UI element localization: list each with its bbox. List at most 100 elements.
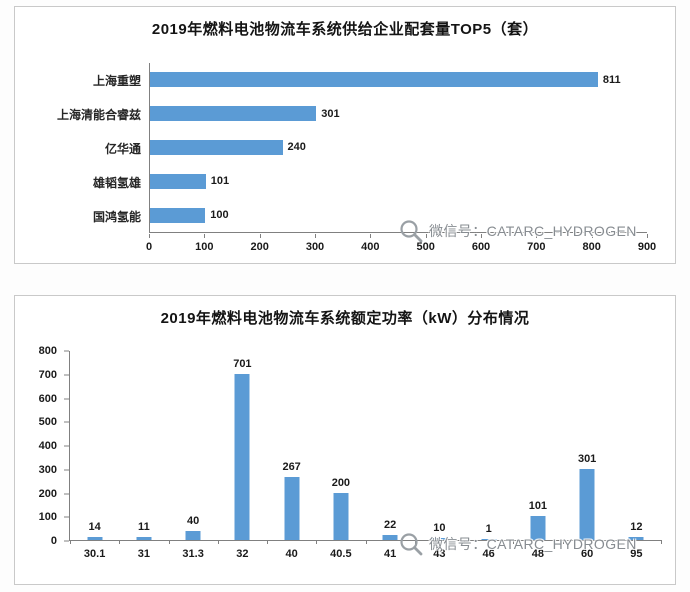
- axis-tick-label: 200: [38, 487, 57, 500]
- axis-tick-label: 200: [250, 241, 269, 253]
- axis-tick-label: 0: [145, 241, 153, 253]
- axis-tick-label: 500: [38, 416, 57, 429]
- bar: [136, 537, 152, 540]
- bar-row: 301: [150, 106, 647, 122]
- bar-row: 811: [150, 72, 647, 88]
- axis-category-label: 48: [531, 548, 544, 560]
- tick-mark: [259, 234, 261, 238]
- axis-tick-label: 0: [50, 535, 57, 547]
- tick-mark: [204, 234, 206, 238]
- bar: [234, 374, 250, 540]
- bar: [185, 530, 201, 540]
- axis-category-label: 31: [137, 548, 150, 560]
- axis-tick-label: 800: [582, 241, 601, 253]
- value-label: 301: [577, 452, 597, 465]
- axis-tick-label: 300: [38, 463, 57, 476]
- bar-slot: 701 32: [218, 351, 267, 560]
- value-label: 12: [630, 521, 643, 534]
- watermark-text: 微信号：CATARC_HYDROGEN: [429, 223, 637, 239]
- bar-row: 101: [150, 173, 647, 189]
- value-label: 1: [485, 523, 492, 536]
- tick-mark: [64, 516, 69, 518]
- bar-slot: 14 30.1: [70, 351, 119, 560]
- tick-mark: [64, 540, 69, 542]
- tick-mark: [365, 540, 367, 544]
- tick-mark: [119, 540, 121, 544]
- tick-mark: [464, 540, 465, 544]
- value-label: 14: [88, 520, 101, 533]
- bar: [284, 476, 300, 540]
- value-label: 40: [187, 514, 200, 527]
- value-label: 811: [602, 73, 621, 86]
- value-label: 22: [384, 518, 397, 531]
- value-label: 101: [528, 500, 548, 513]
- tick-mark: [370, 234, 372, 238]
- bar: [579, 468, 595, 540]
- axis-tick-label: 400: [361, 241, 380, 253]
- tick-mark: [64, 421, 69, 423]
- axis-tick-label: 300: [305, 241, 325, 253]
- bar-series: 811 301 240 101 100: [150, 63, 647, 232]
- value-label: 200: [331, 476, 351, 489]
- tick-mark: [316, 540, 318, 544]
- tick-mark: [70, 540, 71, 544]
- axis-category-label: 31.3: [182, 548, 204, 560]
- value-label: 11: [138, 521, 150, 534]
- axis-category-label: 32: [236, 548, 249, 560]
- axis-category-label: 40.5: [330, 548, 352, 560]
- tick-mark: [149, 234, 150, 238]
- tick-mark: [536, 234, 538, 238]
- tick-mark: [647, 234, 648, 238]
- chart-power-distribution: 2019年燃料电池物流车系统额定功率（kW）分布情况 0 100 200 300 400…: [14, 295, 676, 585]
- bar-slot: 22 41: [366, 351, 415, 560]
- tick-mark: [64, 398, 69, 399]
- axis-category-label: 46: [482, 548, 495, 560]
- axis-category-label: 95: [630, 548, 643, 560]
- bar-row: 100: [150, 207, 647, 223]
- bar-slot: 101 48: [513, 351, 562, 560]
- plot-area: 811 301 240 101 100: [149, 63, 647, 233]
- tick-mark: [481, 234, 482, 238]
- chart-title: 2019年燃料电池物流车系统额定功率（kW）分布情况: [160, 310, 530, 327]
- category-label: 上海清能合睿兹: [56, 107, 141, 122]
- category-label: 上海重塑: [92, 73, 141, 88]
- value-label: 10: [433, 521, 446, 534]
- tick-mark: [168, 540, 170, 544]
- magnifier-icon: [398, 218, 424, 244]
- axis-tick-label: 700: [527, 241, 546, 253]
- tick-mark: [315, 234, 316, 238]
- axis-tick-label: 800: [38, 345, 57, 357]
- axis-category-label: 43: [433, 548, 446, 560]
- magnifier-icon: [398, 531, 424, 557]
- bar-row: 240: [150, 139, 647, 155]
- chart-title: 2019年燃料电池物流车系统供给企业配套量TOP5（套）: [151, 21, 539, 38]
- tick-mark: [414, 540, 416, 544]
- tick-mark: [217, 540, 219, 544]
- plot-area: 14 30.1 11 31 40 31.3 701 32 267 40 200 40.5 22 41 10 4…: [69, 351, 662, 560]
- axis-category-label: 41: [384, 548, 397, 560]
- axis-tick-label: 500: [416, 241, 435, 253]
- value-label: 267: [282, 460, 301, 473]
- axis-category-label: 30.1: [83, 548, 106, 560]
- bar-slot: 10 43: [415, 351, 464, 560]
- bar-slot: 40 31.3: [169, 351, 218, 560]
- bar-slot: 11 31: [119, 351, 168, 560]
- category-label: 亿华通: [104, 141, 141, 156]
- watermark: 微信号：CATARC_HYDROGEN: [398, 531, 637, 557]
- bar: [150, 207, 206, 223]
- tick-mark: [513, 540, 515, 544]
- tick-mark: [64, 350, 69, 352]
- tick-mark: [64, 493, 69, 494]
- axis-tick-label: 100: [38, 511, 57, 524]
- tick-mark: [267, 540, 268, 544]
- tick-mark: [591, 234, 593, 238]
- axis-tick-label: 600: [471, 241, 491, 253]
- y-axis: 0 100 200 300 400 500 600 700 800: [15, 345, 69, 547]
- value-label: 301: [321, 107, 340, 120]
- bar: [150, 72, 598, 88]
- category-axis: 上海重塑 上海清能合睿兹 亿华通 雄韬氢雄 国鸿氢能: [15, 63, 141, 233]
- bar-slot: 200 40.5: [316, 351, 365, 560]
- watermark: 微信号：CATARC_HYDROGEN: [398, 218, 637, 244]
- tick-mark: [661, 540, 662, 544]
